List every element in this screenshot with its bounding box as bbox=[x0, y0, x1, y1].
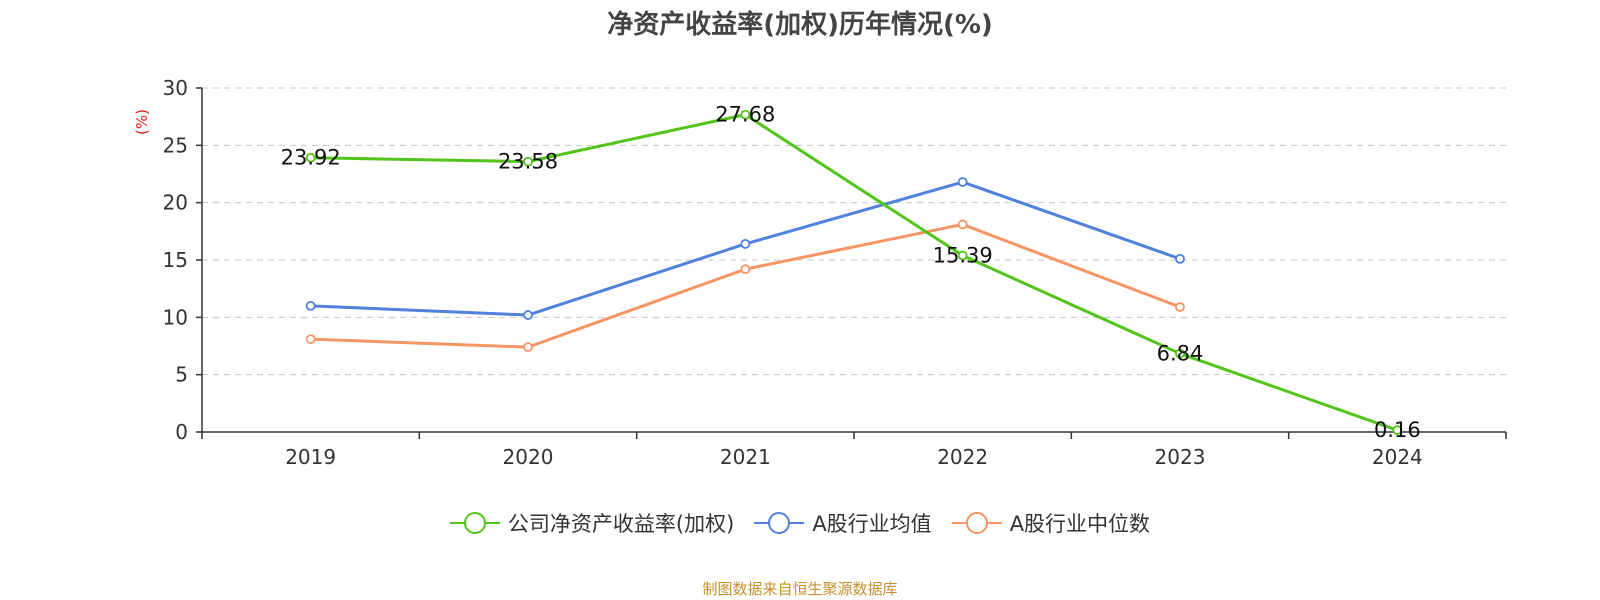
data-point-1 bbox=[305, 300, 316, 311]
data-point-1 bbox=[1175, 253, 1185, 264]
data-point-0 bbox=[305, 152, 316, 163]
data-point-0 bbox=[523, 156, 533, 167]
data-label: 23.92 bbox=[281, 146, 341, 170]
y-tick-label: 20 bbox=[163, 191, 188, 215]
legend-label-industry-median: A股行业中位数 bbox=[1009, 512, 1151, 536]
data-point-1 bbox=[740, 239, 751, 249]
data-label: 0.16 bbox=[1374, 418, 1421, 442]
legend-swatch-company bbox=[449, 512, 500, 534]
data-point-2 bbox=[740, 264, 751, 275]
data-point-0 bbox=[1392, 425, 1403, 436]
x-tick-label: 2022 bbox=[937, 445, 988, 469]
x-tick-label: 2020 bbox=[503, 445, 554, 469]
legend-item-industry-avg[interactable]: A股行业均值 bbox=[754, 508, 932, 538]
y-tick-label: 25 bbox=[163, 133, 188, 157]
data-point-2 bbox=[957, 219, 968, 230]
legend-label-industry-avg: A股行业均值 bbox=[812, 512, 932, 536]
data-point-0 bbox=[740, 109, 751, 120]
y-tick-label: 5 bbox=[175, 363, 188, 387]
data-label: 15.39 bbox=[933, 244, 993, 268]
x-tick-label: 2021 bbox=[720, 445, 771, 469]
data-point-1 bbox=[957, 177, 968, 187]
chart-title: 净资产收益率(加权)历年情况(%) bbox=[607, 10, 993, 40]
y-tick-label: 0 bbox=[175, 420, 188, 444]
legend-item-industry-median[interactable]: A股行业中位数 bbox=[951, 508, 1151, 538]
data-point-0 bbox=[957, 250, 968, 261]
y-axis-label: (%) bbox=[133, 109, 151, 135]
legend-swatch-industry-median bbox=[951, 512, 1002, 534]
x-tick-label: 2019 bbox=[285, 445, 336, 469]
data-point-1 bbox=[523, 310, 533, 320]
data-point-2 bbox=[305, 334, 316, 345]
data-label: 23.58 bbox=[498, 150, 558, 174]
y-tick-label: 10 bbox=[163, 305, 188, 329]
data-point-2 bbox=[1175, 302, 1185, 312]
data-point-0 bbox=[1175, 348, 1185, 359]
legend: 公司净资产收益率(加权) A股行业均值 A股行业中位数 bbox=[0, 508, 1600, 538]
x-tick-label: 2024 bbox=[1372, 445, 1423, 469]
series-line-0 bbox=[310, 113, 1398, 432]
legend-label-company: 公司净资产收益率(加权) bbox=[507, 512, 735, 536]
data-point-2 bbox=[523, 342, 533, 353]
x-tick-label: 2023 bbox=[1155, 445, 1206, 469]
source-note: 制图数据来自恒生聚源数据库 bbox=[702, 580, 898, 598]
data-label: 27.68 bbox=[715, 103, 775, 127]
legend-swatch-industry-avg bbox=[754, 512, 805, 534]
y-tick-label: 15 bbox=[163, 248, 188, 272]
y-tick-label: 30 bbox=[163, 76, 188, 100]
data-label: 6.84 bbox=[1157, 342, 1204, 366]
legend-item-company[interactable]: 公司净资产收益率(加权) bbox=[449, 508, 735, 538]
